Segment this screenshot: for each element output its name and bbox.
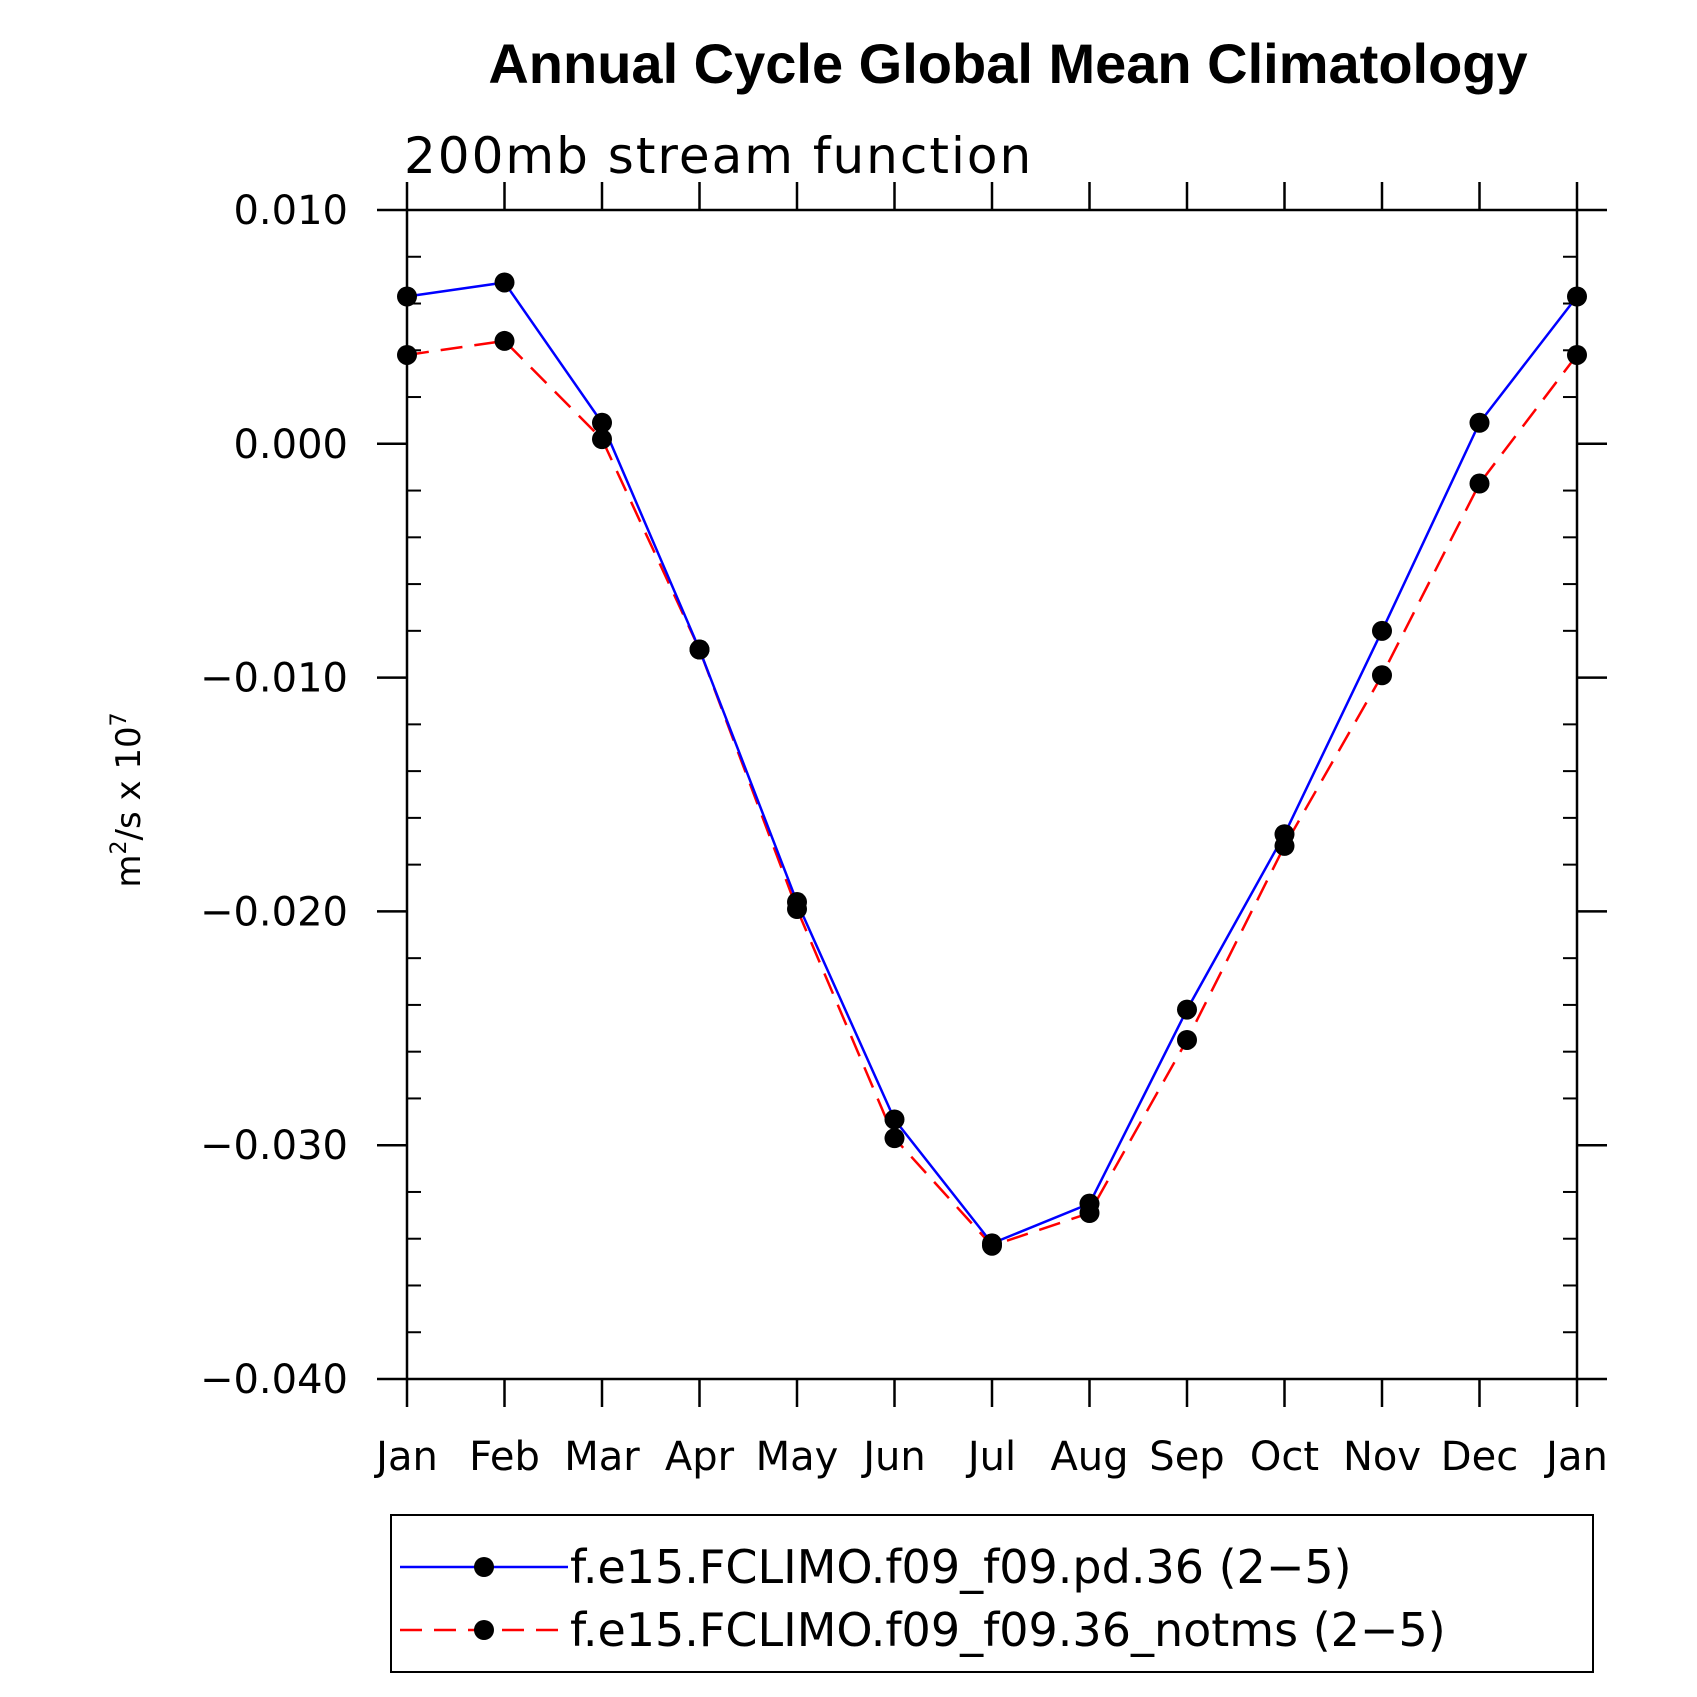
y-axis-label-sup1: 2 bbox=[107, 841, 132, 855]
x-tick-label: Jan bbox=[373, 1434, 438, 1480]
data-point-s2 bbox=[1469, 473, 1490, 494]
data-point-s2 bbox=[689, 639, 710, 660]
x-tick-label: Jun bbox=[860, 1434, 926, 1480]
y-axis-label-sup2: 7 bbox=[107, 712, 132, 726]
chart-subtitle: 200mb stream function bbox=[404, 127, 1033, 185]
data-point-s1 bbox=[1177, 999, 1197, 1020]
y-tick-label: −0.030 bbox=[200, 1123, 348, 1169]
data-point-s2 bbox=[884, 1128, 905, 1149]
data-point-s2 bbox=[397, 344, 417, 365]
svg-text:m2/s x 107: m2/s x 107 bbox=[107, 712, 149, 887]
legend-marker-2 bbox=[474, 1620, 494, 1640]
x-tick-label: Nov bbox=[1343, 1434, 1421, 1480]
data-point-s1 bbox=[592, 412, 612, 433]
series-line-1 bbox=[406, 281, 1578, 1245]
y-tick-label: −0.020 bbox=[200, 889, 348, 935]
x-tick-label: May bbox=[756, 1434, 839, 1480]
x-tick-label: Aug bbox=[1050, 1434, 1128, 1480]
data-point-s2 bbox=[982, 1235, 1002, 1256]
data-point-s2 bbox=[592, 429, 612, 450]
legend-label-2: f.e15.FCLIMO.f09_f09.36_notms (2−5) bbox=[570, 1603, 1446, 1657]
x-tick-label: Mar bbox=[564, 1434, 640, 1480]
x-tick-label: Sep bbox=[1149, 1434, 1224, 1480]
data-point-s2 bbox=[1372, 665, 1392, 686]
legend-box bbox=[390, 1514, 1594, 1673]
data-point-s1 bbox=[884, 1109, 905, 1130]
data-point-s1 bbox=[494, 272, 515, 293]
data-point-s2 bbox=[787, 899, 807, 920]
data-point-s2 bbox=[1177, 1029, 1197, 1050]
y-axis-label-mid: /s x 10 bbox=[109, 726, 149, 840]
data-point-s2 bbox=[1274, 835, 1295, 856]
data-point-s1 bbox=[1469, 412, 1490, 433]
x-tick-label: Feb bbox=[469, 1434, 540, 1480]
y-axis-label-base: m bbox=[109, 855, 149, 888]
x-tick-labels: Jan Feb Mar Apr May Jun Jul Aug Sep Oct Nov Dec Jan bbox=[373, 1434, 1608, 1480]
x-tick-label: Apr bbox=[665, 1434, 735, 1480]
data-point-s2 bbox=[494, 330, 515, 351]
legend: f.e15.FCLIMO.f09_f09.pd.36 (2−5) f.e15.FC… bbox=[400, 1540, 1446, 1657]
x-tick-label: Jan bbox=[1543, 1434, 1608, 1480]
x-tick-label: Oct bbox=[1250, 1434, 1319, 1480]
series-markers bbox=[397, 272, 1587, 1256]
y-tick-label: −0.040 bbox=[200, 1357, 348, 1403]
data-point-s1 bbox=[397, 286, 417, 307]
data-point-s2 bbox=[1567, 344, 1587, 365]
data-point-s1 bbox=[1567, 286, 1587, 307]
data-point-s2 bbox=[1079, 1203, 1100, 1224]
legend-label-1: f.e15.FCLIMO.f09_f09.pd.36 (2−5) bbox=[570, 1540, 1352, 1594]
series-line-2 bbox=[406, 339, 1578, 1248]
legend-marker-1 bbox=[474, 1557, 494, 1577]
chart-title: Annual Cycle Global Mean Climatology bbox=[488, 32, 1527, 95]
x-tick-label: Jul bbox=[965, 1434, 1016, 1480]
y-tick-label: −0.010 bbox=[200, 656, 348, 702]
y-tick-label: 0.000 bbox=[233, 422, 348, 468]
x-tick-label: Dec bbox=[1441, 1434, 1518, 1480]
y-axis-label: m2/s x 107 bbox=[107, 712, 149, 887]
series-lines bbox=[406, 281, 1578, 1248]
data-point-s1 bbox=[1372, 620, 1392, 641]
y-tick-labels: 0.010 0.000 −0.010 −0.020 −0.030 −0.040 bbox=[200, 188, 348, 1403]
y-tick-label: 0.010 bbox=[233, 188, 348, 234]
plot-frame bbox=[405, 208, 1579, 1381]
